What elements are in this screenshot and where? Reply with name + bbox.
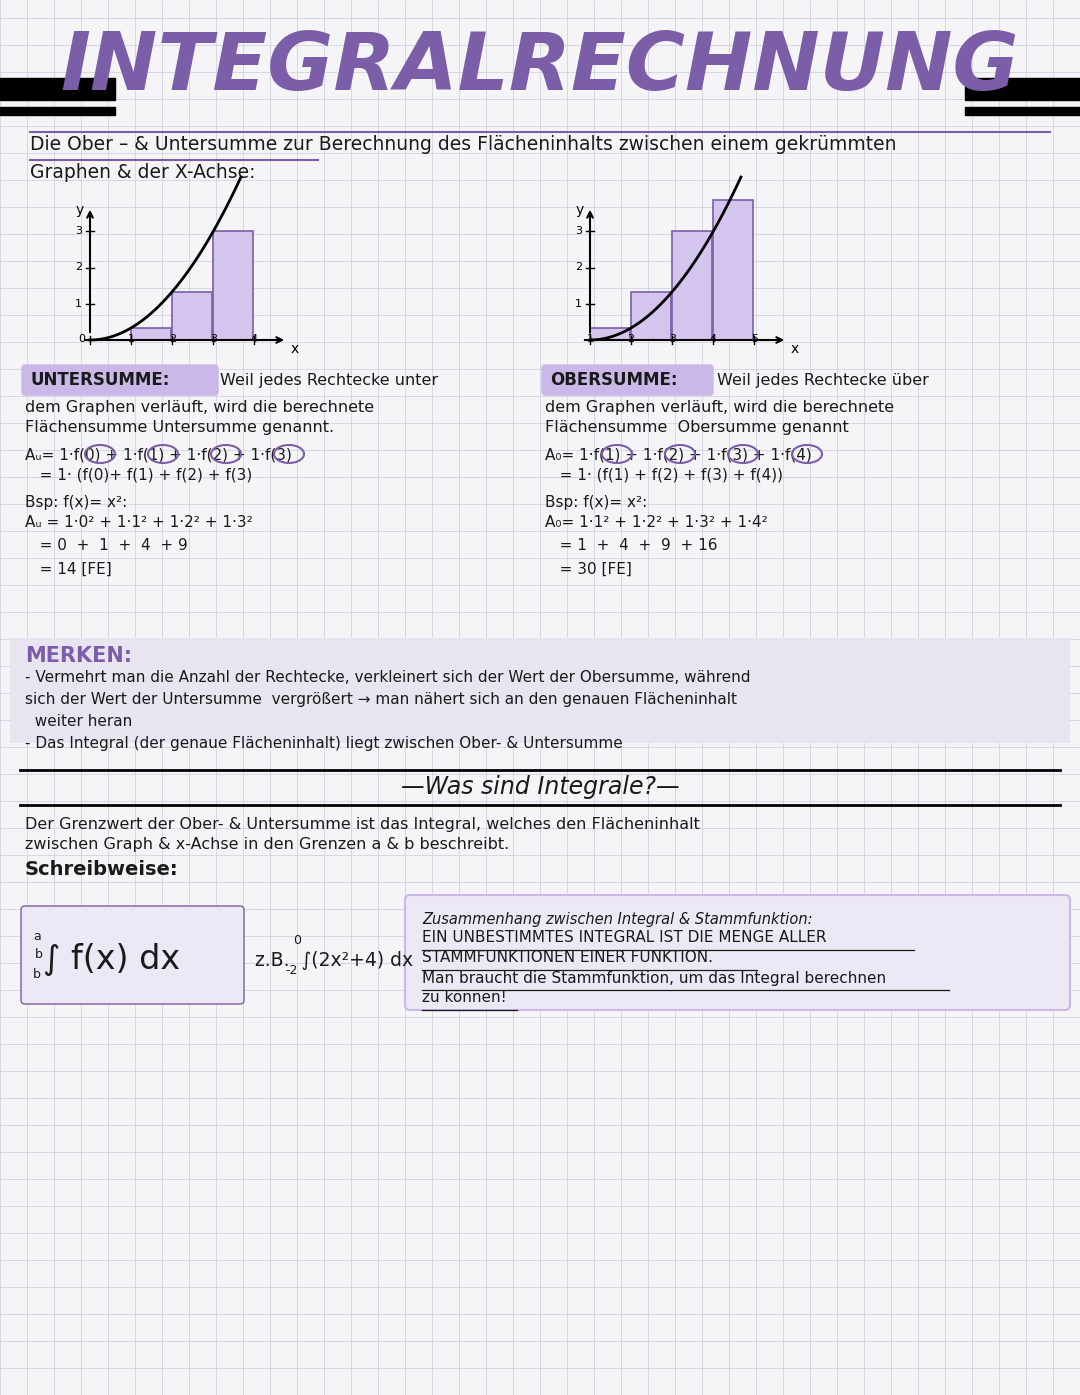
Text: dem Graphen verläuft, wird die berechnete: dem Graphen verläuft, wird die berechnet… <box>545 400 894 414</box>
Text: 1: 1 <box>586 333 594 345</box>
Text: A₀= 1·f(1) + 1·f(2) + 1·f(3) + 1·f(4): A₀= 1·f(1) + 1·f(2) + 1·f(3) + 1·f(4) <box>545 448 812 463</box>
Text: Weil jedes Rechtecke unter: Weil jedes Rechtecke unter <box>220 372 438 388</box>
Text: - Vermehrt man die Anzahl der Rechtecke, verkleinert sich der Wert der Obersumme: - Vermehrt man die Anzahl der Rechtecke,… <box>25 670 751 685</box>
Text: weiter heran: weiter heran <box>25 714 132 730</box>
Text: Schreibweise:: Schreibweise: <box>25 859 178 879</box>
Bar <box>214 232 254 340</box>
Bar <box>590 328 630 340</box>
Text: zu können!: zu können! <box>422 990 507 1006</box>
Text: Weil jedes Rechtecke über: Weil jedes Rechtecke über <box>717 372 929 388</box>
Text: Aᵤ = 1·0² + 1·1² + 1·2² + 1·3²: Aᵤ = 1·0² + 1·1² + 1·2² + 1·3² <box>25 515 253 530</box>
Text: Zusammenhang zwischen Integral & Stammfunktion:: Zusammenhang zwischen Integral & Stammfu… <box>422 912 812 928</box>
Text: - Das Integral (der genaue Flächeninhalt) liegt zwischen Ober- & Untersumme: - Das Integral (der genaue Flächeninhalt… <box>25 737 623 751</box>
Text: Man braucht die Stammfunktion, um das Integral berechnen: Man braucht die Stammfunktion, um das In… <box>422 971 886 985</box>
Text: 1: 1 <box>75 299 82 308</box>
Text: dem Graphen verläuft, wird die berechnete: dem Graphen verläuft, wird die berechnet… <box>25 400 374 414</box>
Text: 1: 1 <box>127 333 135 345</box>
Text: INTEGRALRECHNUNG: INTEGRALRECHNUNG <box>60 29 1020 107</box>
Text: 2: 2 <box>168 333 176 345</box>
Text: 2: 2 <box>75 262 82 272</box>
Text: A₀= 1·1² + 1·2² + 1·3² + 1·4²: A₀= 1·1² + 1·2² + 1·3² + 1·4² <box>545 515 768 530</box>
FancyBboxPatch shape <box>542 365 713 395</box>
Bar <box>172 292 213 340</box>
Text: z.B.  ∫(2x²+4) dx: z.B. ∫(2x²+4) dx <box>255 950 414 970</box>
Text: = 0  +  1  +  4  + 9: = 0 + 1 + 4 + 9 <box>25 538 188 552</box>
FancyBboxPatch shape <box>405 896 1070 1010</box>
Text: Flächensumme Untersumme genannt.: Flächensumme Untersumme genannt. <box>25 420 334 435</box>
Text: Flächensumme  Obersumme genannt: Flächensumme Obersumme genannt <box>545 420 849 435</box>
Text: y: y <box>576 204 584 218</box>
Text: 3: 3 <box>669 333 676 345</box>
Text: = 30 [FE]: = 30 [FE] <box>545 562 632 578</box>
Bar <box>0 107 114 114</box>
Text: = 1· (f(0)+ f(1) + f(2) + f(3): = 1· (f(0)+ f(1) + f(2) + f(3) <box>25 467 253 483</box>
Text: —Was sind Integrale?—: —Was sind Integrale?— <box>401 776 679 799</box>
Bar <box>0 78 114 100</box>
Text: a: a <box>33 930 41 943</box>
Text: x: x <box>791 342 799 356</box>
Text: Bsp: f(x)= x²:: Bsp: f(x)= x²: <box>25 495 127 511</box>
Text: = 1· (f(1) + f(2) + f(3) + f(4)): = 1· (f(1) + f(2) + f(3) + f(4)) <box>545 467 783 483</box>
Text: OBERSUMME:: OBERSUMME: <box>550 371 677 389</box>
Text: Bsp: f(x)= x²:: Bsp: f(x)= x²: <box>545 495 647 511</box>
FancyBboxPatch shape <box>21 905 244 1004</box>
Text: x: x <box>291 342 299 356</box>
Text: Die Ober – & Untersumme zur Berechnung des Flächeninhalts zwischen einem gekrümm: Die Ober – & Untersumme zur Berechnung d… <box>30 135 896 153</box>
Text: Graphen & der X-Achse:: Graphen & der X-Achse: <box>30 163 256 181</box>
Text: 5: 5 <box>751 333 758 345</box>
Text: b: b <box>33 968 41 982</box>
Text: = 1  +  4  +  9  + 16: = 1 + 4 + 9 + 16 <box>545 538 717 552</box>
Bar <box>713 201 754 340</box>
Bar <box>10 638 1070 744</box>
Text: MERKEN:: MERKEN: <box>25 646 132 665</box>
Text: 3: 3 <box>575 226 582 236</box>
Text: 2: 2 <box>627 333 635 345</box>
Text: 0: 0 <box>79 333 85 345</box>
Text: EIN UNBESTIMMTES INTEGRAL IST DIE MENGE ALLER: EIN UNBESTIMMTES INTEGRAL IST DIE MENGE … <box>422 930 826 946</box>
Text: STAMMFUNKTIONEN EINER FUNKTION.: STAMMFUNKTIONEN EINER FUNKTION. <box>422 950 713 965</box>
Text: 4: 4 <box>710 333 717 345</box>
FancyBboxPatch shape <box>22 365 218 395</box>
Text: 2: 2 <box>575 262 582 272</box>
Text: 4: 4 <box>251 333 258 345</box>
Bar <box>966 78 1080 100</box>
Text: = 14 [FE]: = 14 [FE] <box>25 562 111 578</box>
Text: 1: 1 <box>575 299 582 308</box>
Text: y: y <box>76 204 84 218</box>
Text: ∫ f(x) dx: ∫ f(x) dx <box>43 943 180 976</box>
Text: -2: -2 <box>285 964 297 978</box>
Bar <box>631 292 672 340</box>
Text: Der Grenzwert der Ober- & Untersumme ist das Integral, welches den Flächeninhalt: Der Grenzwert der Ober- & Untersumme ist… <box>25 817 700 831</box>
Text: 0: 0 <box>293 935 301 947</box>
Text: zwischen Graph & x-Achse in den Grenzen a & b beschreibt.: zwischen Graph & x-Achse in den Grenzen … <box>25 837 510 852</box>
Bar <box>672 232 713 340</box>
Bar <box>131 328 172 340</box>
Text: 3: 3 <box>75 226 82 236</box>
Text: Aᵤ= 1·f(0) + 1·f(1) + 1·f(2) + 1·f(3): Aᵤ= 1·f(0) + 1·f(1) + 1·f(2) + 1·f(3) <box>25 448 292 463</box>
Text: sich der Wert der Untersumme  vergrößert → man nähert sich an den genauen Fläche: sich der Wert der Untersumme vergrößert … <box>25 692 737 707</box>
Text: b: b <box>35 949 43 961</box>
Text: UNTERSUMME:: UNTERSUMME: <box>30 371 170 389</box>
Bar <box>966 107 1080 114</box>
Text: 3: 3 <box>210 333 217 345</box>
